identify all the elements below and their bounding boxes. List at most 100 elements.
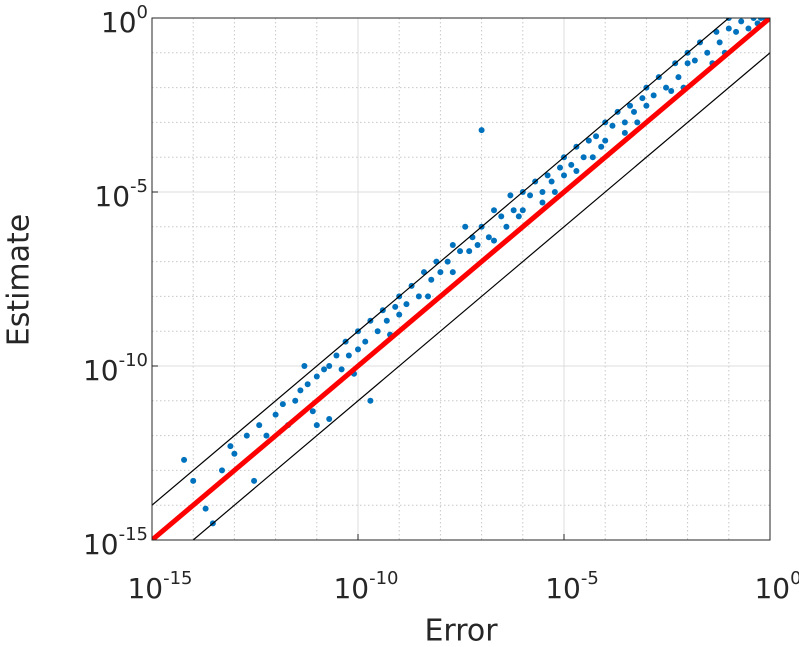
scatter-point xyxy=(733,28,740,35)
scatter-point xyxy=(598,143,605,150)
scatter-point xyxy=(557,164,564,171)
reference-line xyxy=(152,18,770,540)
scatter-point xyxy=(231,450,238,457)
scatter-point xyxy=(444,258,451,265)
scatter-point xyxy=(621,119,628,126)
scatter-point xyxy=(704,49,711,56)
scatter-point xyxy=(725,25,732,32)
scatter-point xyxy=(326,363,333,369)
scatter-point xyxy=(355,346,361,353)
scatter-point xyxy=(684,60,691,67)
scatter-point xyxy=(691,57,698,64)
scatter-point xyxy=(362,338,369,345)
scatter-point xyxy=(367,397,374,404)
scatter-point xyxy=(573,168,580,175)
scatter-point xyxy=(716,39,723,46)
scatter-point xyxy=(424,293,431,300)
scatter-point xyxy=(396,311,403,318)
series-layer xyxy=(152,18,770,540)
scatter-point xyxy=(383,317,390,324)
bound-line xyxy=(192,52,770,540)
scatter-point xyxy=(190,477,197,484)
scatter-point xyxy=(462,223,469,230)
scatter-point xyxy=(321,366,328,373)
scatter-point xyxy=(539,189,546,195)
scatter-point xyxy=(510,207,517,214)
scatter-point xyxy=(498,213,505,220)
scatter-point xyxy=(333,352,340,359)
plot-frame xyxy=(151,17,771,541)
scatter-point xyxy=(593,133,600,140)
scatter-point xyxy=(757,18,764,21)
scatter-point xyxy=(544,172,551,179)
scatter-point xyxy=(675,74,682,81)
bound-line xyxy=(152,18,730,506)
scatter-point xyxy=(491,237,498,244)
scatter-point xyxy=(474,241,481,248)
tick-label: 10-15 xyxy=(83,524,148,561)
scatter-point xyxy=(449,241,456,248)
scatter-point xyxy=(650,92,657,99)
tick-label: 10-5 xyxy=(545,568,599,605)
scatter-point xyxy=(392,303,399,310)
scatter-point xyxy=(634,119,641,126)
scatter-point xyxy=(738,18,745,25)
scatter-point xyxy=(313,373,320,380)
scatter-point xyxy=(561,172,567,179)
scatter-point xyxy=(663,84,670,91)
tick-label: 10-10 xyxy=(83,350,148,387)
scatter-point xyxy=(309,408,316,415)
scatter-point xyxy=(503,223,510,230)
scatter-point xyxy=(313,422,320,429)
scatter-point xyxy=(227,443,234,450)
scatter-point xyxy=(304,381,311,388)
y-axis-label: Estimate xyxy=(2,214,37,347)
scatter-point xyxy=(539,199,546,206)
scatter-point xyxy=(466,248,473,255)
scatter-point xyxy=(403,301,410,308)
scatter-point xyxy=(251,477,258,484)
scatter-point xyxy=(507,192,514,199)
scatter-point xyxy=(218,467,225,474)
scatter-point xyxy=(551,189,558,195)
scatter-point xyxy=(437,269,444,276)
tick-label: 10-15 xyxy=(127,568,192,605)
scatter-point xyxy=(745,25,752,32)
scatter-point xyxy=(181,456,188,463)
scatter-point xyxy=(609,122,616,129)
scatter-point xyxy=(639,95,646,102)
scatter-point xyxy=(568,161,575,168)
scatter-point xyxy=(292,397,299,404)
scatter-point xyxy=(345,352,352,359)
tick-label: 10-5 xyxy=(94,176,148,213)
scatter-point xyxy=(602,137,609,144)
scatter-point xyxy=(243,432,250,439)
scatter-point xyxy=(527,192,534,199)
scatter-point xyxy=(374,328,381,335)
scatter-point xyxy=(457,248,464,255)
scatter-point xyxy=(449,269,456,276)
scatter-point xyxy=(263,432,270,439)
scatter-point xyxy=(279,401,286,408)
scatter-point xyxy=(326,415,333,422)
scatter-point xyxy=(585,137,592,144)
scatter-point xyxy=(668,87,675,94)
scatter-point xyxy=(415,293,422,300)
scatter-point xyxy=(519,207,526,214)
scatter-point xyxy=(750,18,757,21)
scatter-point xyxy=(301,363,308,369)
scatter-point xyxy=(202,505,209,512)
scatter-point xyxy=(256,422,263,429)
scatter-point xyxy=(621,129,628,136)
scatter-point xyxy=(491,207,498,214)
scatter-point xyxy=(428,276,435,283)
scatter-point xyxy=(485,234,492,241)
scatter-point xyxy=(627,102,634,109)
tick-label: 10-10 xyxy=(333,568,398,605)
scatter-point xyxy=(630,108,637,115)
scatter-point xyxy=(338,366,345,373)
scatter-point xyxy=(297,387,304,394)
scatter-point xyxy=(589,154,596,161)
scatter-point xyxy=(478,127,485,134)
